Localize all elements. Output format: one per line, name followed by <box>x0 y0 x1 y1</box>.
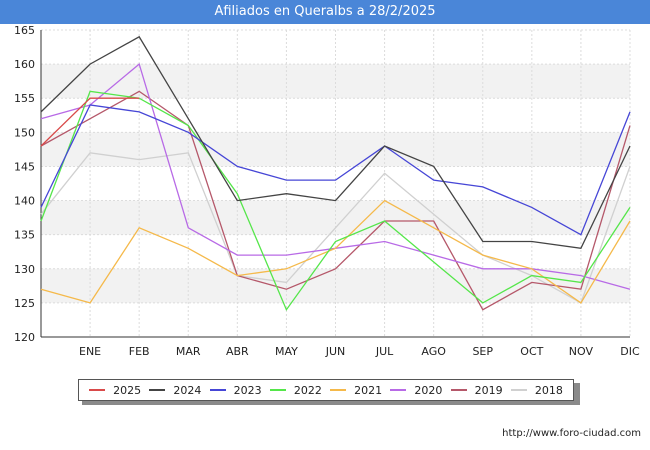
legend-item-2022: 2022 <box>269 383 322 397</box>
legend-swatch <box>209 389 226 391</box>
x-axis: ENE FEB MAR ABR MAY JUN JUL AGO SEP OCT NOV DIC <box>41 336 640 358</box>
x-tick-label: OCT <box>520 345 543 358</box>
series-line-2025 <box>40 97 140 147</box>
legend-item-2025: 2025 <box>89 384 141 397</box>
legend: 2025 2024 2023 2022 2021 2020 2019 2018 <box>78 379 574 401</box>
series-line-2023 <box>40 104 631 236</box>
x-tick-label: ENE <box>79 345 101 358</box>
line-chart: 120 125 130 135 140 145 150 155 160 165 ENE FEB MAR… <box>14 24 640 358</box>
y-tick-label: 130 <box>14 263 35 276</box>
x-tick-label: NOV <box>569 345 594 358</box>
y-axis: 120 125 130 135 140 145 150 155 160 165 <box>14 24 42 344</box>
x-tick-label: FEB <box>129 345 150 358</box>
series-line-2021 <box>40 199 631 304</box>
legend-swatch <box>149 389 166 391</box>
series-line-2024 <box>40 35 631 250</box>
legend-swatch <box>269 389 286 391</box>
legend-swatch <box>390 389 407 391</box>
y-tick-label: 160 <box>14 58 35 71</box>
plot-band <box>41 64 630 99</box>
legend-label: 2018 <box>534 383 563 397</box>
x-tick-label: JUN <box>325 345 346 358</box>
y-tick-label: 165 <box>14 24 35 37</box>
legend-label: 2020 <box>414 383 443 397</box>
y-tick-label: 125 <box>14 297 35 310</box>
y-tick-label: 120 <box>14 331 35 344</box>
x-tick-label: DIC <box>620 345 640 358</box>
legend-item-2018: 2018 <box>510 383 563 397</box>
plot-band <box>41 268 630 303</box>
legend-label: 2021 <box>354 383 383 397</box>
legend-label: 2022 <box>293 383 322 397</box>
y-tick-label: 155 <box>14 92 35 105</box>
y-tick-label: 135 <box>14 229 35 242</box>
legend-item-2024: 2024 <box>149 384 201 397</box>
x-tick-label: MAR <box>176 345 201 358</box>
legend-swatch <box>510 389 527 391</box>
legend-item-2023: 2023 <box>209 383 262 397</box>
legend-label: 2023 <box>233 383 262 397</box>
legend-label: 2019 <box>474 383 503 397</box>
y-tick-label: 140 <box>14 195 35 208</box>
series-lines <box>40 35 631 312</box>
legend-label: 2024 <box>173 383 202 397</box>
legend-swatch <box>89 389 106 391</box>
legend-item-2019: 2019 <box>450 383 503 397</box>
plot-band <box>41 200 630 235</box>
x-tick-label: ABR <box>226 345 249 358</box>
y-tick-label: 145 <box>14 160 35 173</box>
x-tick-label: JUL <box>375 345 394 358</box>
legend-item-2021: 2021 <box>330 384 382 397</box>
y-tick-label: 150 <box>14 126 35 139</box>
chart-title: Afiliados en Queralbs a 28/2/2025 <box>0 0 650 24</box>
legend-swatch <box>450 389 467 391</box>
source-credit: http://www.foro-ciudad.com <box>502 428 641 439</box>
legend-item-2020: 2020 <box>390 384 442 397</box>
plot-band <box>41 132 630 167</box>
legend-swatch <box>330 389 347 391</box>
x-tick-label: SEP <box>472 345 493 358</box>
x-tick-label: MAY <box>275 345 298 358</box>
x-tick-label: AGO <box>421 345 446 358</box>
legend-label: 2025 <box>113 383 142 397</box>
series-line-2019 <box>40 90 631 311</box>
